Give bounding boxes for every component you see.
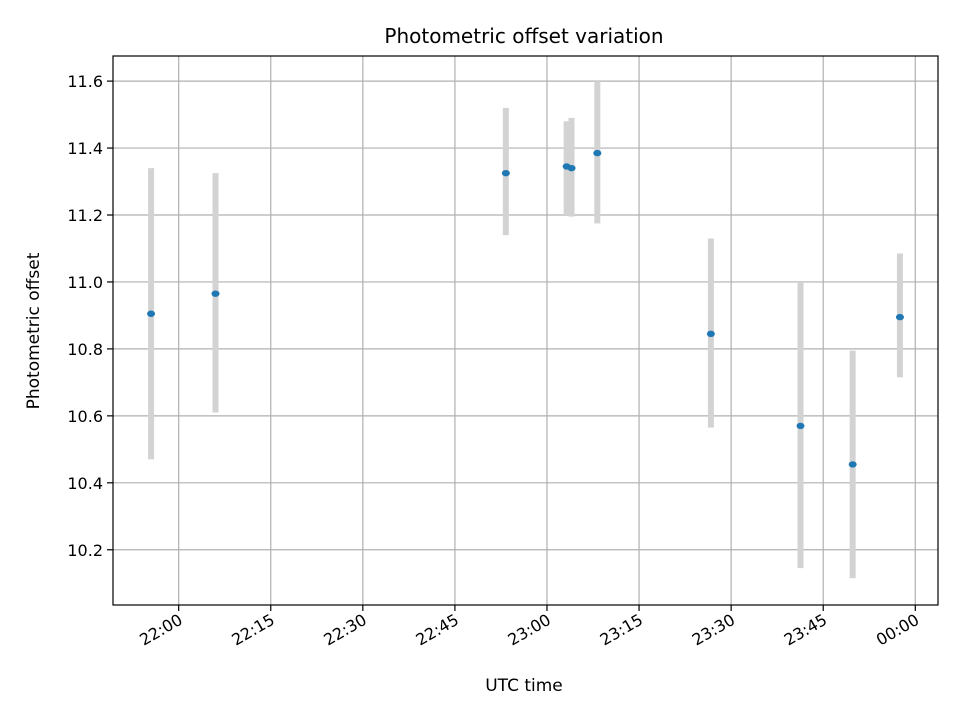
- data-point: [567, 164, 576, 172]
- plot-area-frame: [112, 55, 939, 606]
- data-point: [848, 461, 857, 468]
- data-point: [796, 422, 805, 430]
- y-tick-label: 11.4: [67, 139, 103, 158]
- x-axis-label: UTC time: [485, 676, 563, 696]
- y-tick-label: 10.8: [67, 340, 103, 359]
- y-tick-label: 11.2: [67, 206, 103, 225]
- chart-title: Photometric offset variation: [384, 24, 663, 48]
- y-tick-label: 10.4: [67, 474, 103, 493]
- y-tick-label: 10.6: [67, 407, 103, 426]
- y-axis-label: Photometric offset: [24, 252, 44, 409]
- y-tick-label: 11.0: [67, 273, 103, 292]
- data-points: [147, 149, 904, 468]
- data-point: [593, 149, 602, 157]
- data-point: [501, 169, 510, 177]
- y-axis-ticks: 10.2 10.4 10.6 10.8 11.0 11.2 11.4 11.6: [67, 72, 113, 560]
- data-point: [895, 313, 904, 321]
- data-point: [211, 290, 220, 297]
- y-tick-label: 11.6: [67, 72, 103, 91]
- data-point: [706, 330, 715, 338]
- data-point: [147, 310, 156, 317]
- y-tick-label: 10.2: [67, 541, 103, 560]
